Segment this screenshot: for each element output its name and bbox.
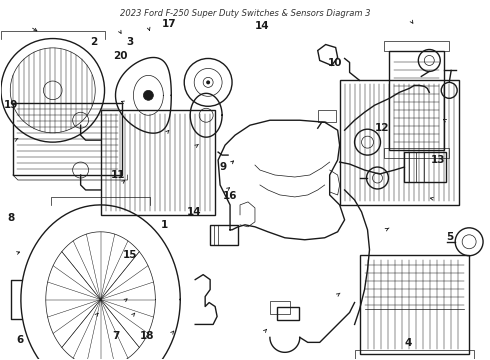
Bar [390,50,444,150]
Text: 17: 17 [162,19,177,29]
Bar [340,80,459,205]
Bar [277,306,299,320]
Text: 2023 Ford F-250 Super Duty Switches & Sensors Diagram 3: 2023 Ford F-250 Super Duty Switches & Se… [120,9,370,18]
Bar [385,148,449,158]
Text: 18: 18 [140,331,155,341]
Bar [318,110,336,122]
Bar [404,152,446,182]
Circle shape [144,90,153,100]
Text: 4: 4 [405,338,412,348]
Text: 8: 8 [7,213,14,222]
Bar [360,255,469,354]
Circle shape [206,80,210,84]
Text: 6: 6 [17,334,24,345]
Text: 10: 10 [328,58,343,68]
Text: 14: 14 [186,207,201,217]
Bar [13,103,122,175]
Text: 14: 14 [255,21,270,31]
Text: 15: 15 [123,250,138,260]
Bar [210,225,238,245]
Bar [270,301,290,315]
Bar [385,41,449,50]
Text: 1: 1 [161,220,168,230]
Text: 19: 19 [3,100,18,110]
Text: 3: 3 [127,37,134,47]
Text: 11: 11 [111,170,125,180]
Text: 2: 2 [90,37,98,47]
Text: 7: 7 [112,331,120,341]
Text: 9: 9 [220,162,226,172]
Text: 16: 16 [223,191,238,201]
Bar [355,350,474,360]
Text: 20: 20 [113,51,128,61]
Text: 12: 12 [374,123,389,133]
Text: 13: 13 [431,155,445,165]
Bar [100,110,215,215]
Text: 5: 5 [446,232,454,242]
